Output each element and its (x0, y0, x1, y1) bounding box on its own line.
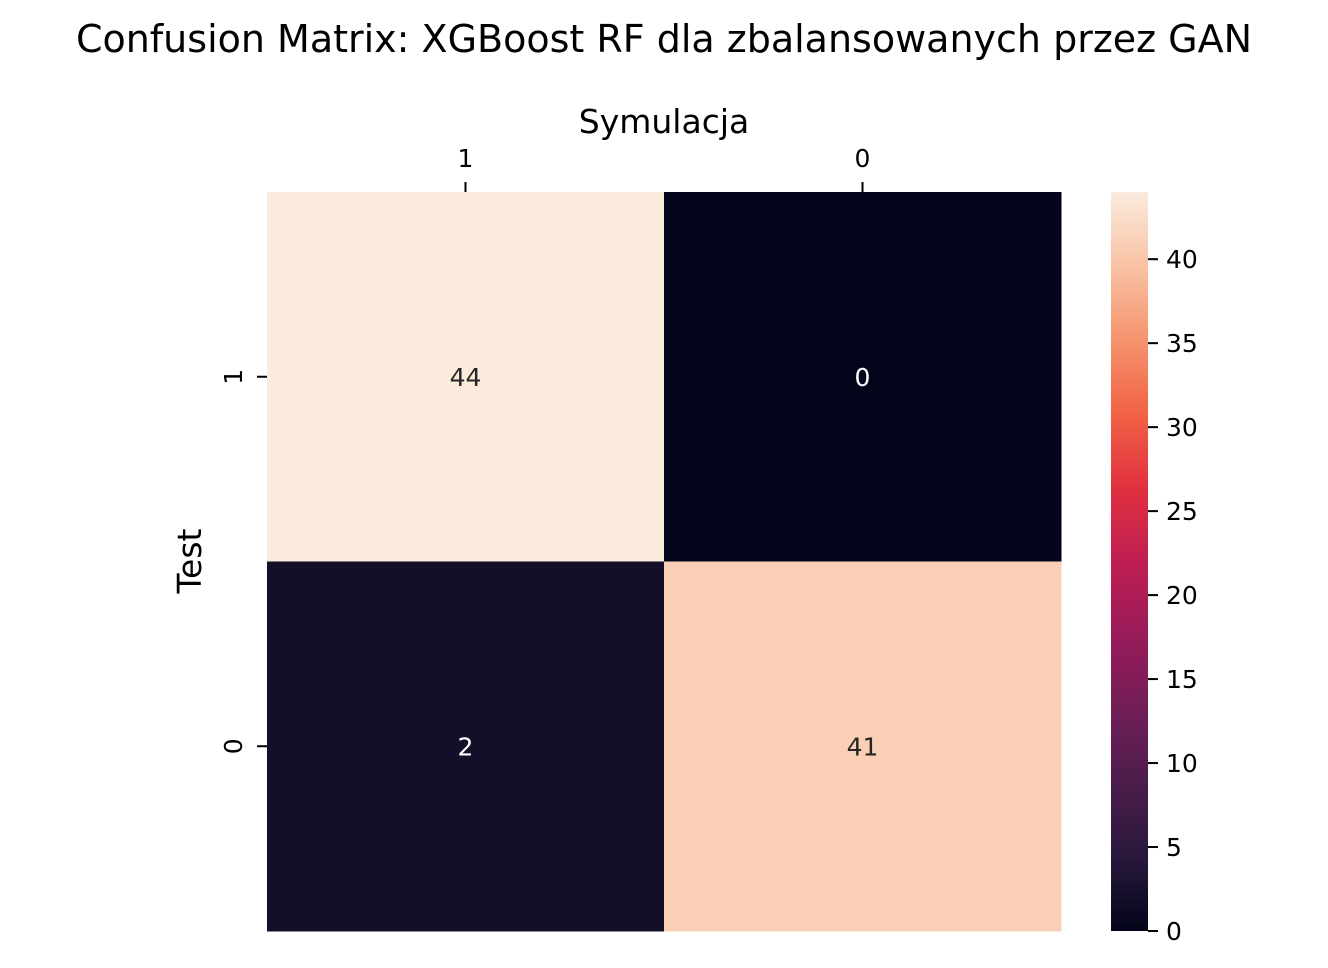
heatmap-cell (267, 561, 665, 932)
heatmap-cell-labels: 44 0 2 41 (450, 363, 879, 762)
y-axis-label: Test (170, 528, 209, 594)
x-tick-label: 1 (458, 144, 474, 173)
colorbar-tick-label: 15 (1166, 665, 1198, 694)
heatmap-cell (267, 192, 665, 562)
colorbar-tick-label: 10 (1166, 749, 1198, 778)
colorbar-tick-label: 40 (1166, 245, 1198, 274)
colorbar-tick-label: 25 (1166, 497, 1198, 526)
x-axis-label: Symulacja (579, 102, 749, 141)
x-tick-label: 0 (855, 144, 871, 173)
y-tick-label: 0 (219, 738, 248, 754)
colorbar-tick-label: 5 (1166, 833, 1182, 862)
chart-title: Confusion Matrix: XGBoost RF dla zbalans… (76, 17, 1252, 61)
y-axis-ticks: 10 (219, 369, 267, 754)
cell-value-label: 0 (855, 363, 871, 392)
colorbar-tick-label: 35 (1166, 329, 1198, 358)
heatmap-cell (664, 192, 1062, 562)
cell-value-label: 44 (450, 363, 482, 392)
heatmap-cells (267, 192, 1062, 932)
colorbar-ticks: 0 5 10 15 20 25 30 35 40 (1148, 245, 1198, 946)
colorbar (1111, 192, 1148, 931)
cell-value-label: 2 (458, 732, 474, 761)
heatmap-cell (664, 561, 1062, 932)
colorbar-tick-label: 30 (1166, 413, 1198, 442)
cell-value-label: 41 (847, 732, 879, 761)
colorbar-tick-label: 20 (1166, 581, 1198, 610)
colorbar-tick-label: 0 (1166, 917, 1182, 946)
y-tick-label: 1 (219, 369, 248, 385)
